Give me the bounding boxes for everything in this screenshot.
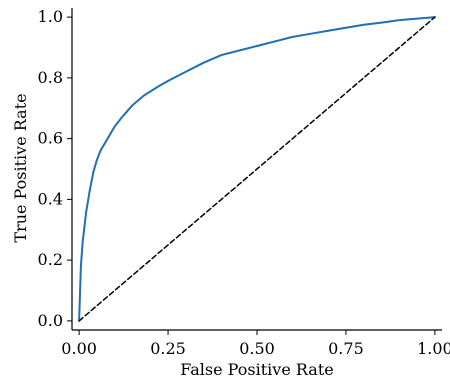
roc-curve-line [78,16,436,322]
plot-area [78,16,436,322]
y-tick-label: 0.0 [38,311,63,330]
x-tick-label: 0.75 [328,339,364,358]
x-axis-label: False Positive Rate [180,360,334,379]
y-axis-ticks: 0.0 0.2 0.4 0.6 0.8 1.0 [38,7,72,330]
y-tick-label: 1.0 [38,7,63,26]
x-tick-label: 0.25 [150,339,186,358]
x-tick-label: 0.00 [61,339,97,358]
y-tick-label: 0.2 [38,250,63,269]
y-tick-label: 0.6 [38,129,63,148]
chance-diagonal-line [78,16,436,322]
y-tick-label: 0.8 [38,68,63,87]
y-axis-label: True Positive Rate [11,93,30,242]
y-tick-label: 0.4 [38,189,63,208]
x-tick-label: 0.50 [239,339,275,358]
x-tick-label: 1.00 [417,339,450,358]
x-axis-ticks: 0.00 0.25 0.50 0.75 1.00 [61,330,450,358]
